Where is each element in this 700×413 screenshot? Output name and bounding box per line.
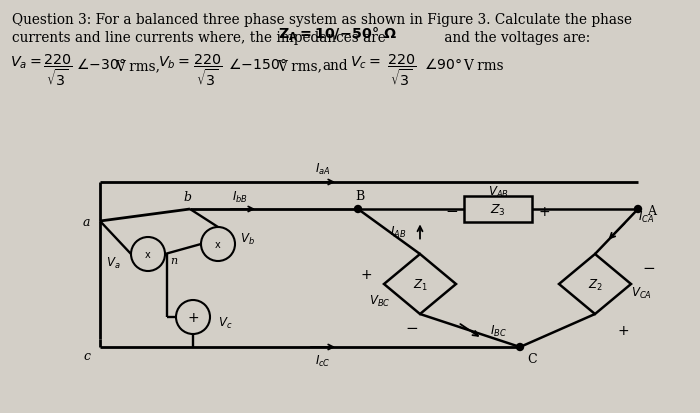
Text: b: b (183, 191, 191, 204)
Text: V rms,: V rms, (277, 59, 322, 73)
Text: n: n (170, 255, 177, 266)
Text: $Z_1$: $Z_1$ (412, 277, 428, 292)
Text: $I_{aA}$: $I_{aA}$ (315, 161, 331, 176)
Text: $\mathbf{Z_A = 10/\!-\!50°\ \Omega}$: $\mathbf{Z_A = 10/\!-\!50°\ \Omega}$ (278, 26, 398, 43)
Text: C: C (527, 353, 537, 366)
Text: $\dfrac{220}{\sqrt{3}}$: $\dfrac{220}{\sqrt{3}}$ (193, 53, 222, 88)
Text: $V_a$: $V_a$ (106, 255, 120, 270)
Text: A: A (648, 205, 657, 218)
Text: $\angle{90°}$: $\angle{90°}$ (424, 57, 462, 72)
Text: currents and line currents where, the impedances are: currents and line currents where, the im… (12, 31, 390, 45)
Text: $I_{bB}$: $I_{bB}$ (232, 189, 248, 204)
Text: −: − (405, 321, 419, 336)
Text: −: − (643, 261, 655, 276)
Circle shape (517, 344, 524, 351)
Text: c: c (83, 349, 90, 362)
Text: $V_b =$: $V_b =$ (158, 55, 190, 71)
Text: +: + (360, 267, 372, 281)
Text: and: and (322, 59, 348, 73)
Text: V rms,: V rms, (115, 59, 160, 73)
Text: V rms: V rms (463, 59, 503, 73)
Text: $\dfrac{220}{\sqrt{3}}$: $\dfrac{220}{\sqrt{3}}$ (43, 53, 72, 88)
Text: x: x (145, 249, 151, 259)
Text: $Z_3$: $Z_3$ (490, 202, 506, 217)
Text: −: − (446, 204, 459, 219)
Circle shape (634, 206, 641, 213)
Text: $\angle{-150°}$: $\angle{-150°}$ (228, 57, 287, 72)
Text: a: a (83, 216, 90, 229)
Text: +: + (617, 323, 629, 337)
Text: $I_{CA}$: $I_{CA}$ (638, 209, 654, 225)
Text: B: B (356, 190, 365, 203)
Text: $\angle{-30°}$: $\angle{-30°}$ (76, 57, 126, 72)
Text: Question 3: For a balanced three phase system as shown in Figure 3. Calculate th: Question 3: For a balanced three phase s… (12, 13, 632, 27)
Text: $\dfrac{220}{\sqrt{3}}$: $\dfrac{220}{\sqrt{3}}$ (387, 53, 416, 88)
Bar (464, 197, 532, 223)
Text: +: + (538, 204, 550, 218)
Text: x: x (215, 240, 221, 249)
Text: $V_{CA}$: $V_{CA}$ (631, 285, 652, 300)
Text: $Z_2$: $Z_2$ (587, 277, 603, 292)
Text: +: + (187, 310, 199, 324)
Text: $I_{AB}$: $I_{AB}$ (390, 224, 406, 240)
Text: $V_c$: $V_c$ (218, 315, 232, 330)
Text: $V_b$: $V_b$ (239, 231, 254, 246)
Text: $V_{AB}$: $V_{AB}$ (488, 184, 508, 199)
Text: $V_c =$: $V_c =$ (350, 55, 381, 71)
Text: and the voltages are:: and the voltages are: (440, 31, 590, 45)
Text: $I_{cC}$: $I_{cC}$ (315, 353, 331, 368)
Text: $V_a =$: $V_a =$ (10, 55, 41, 71)
Text: $I_{BC}$: $I_{BC}$ (489, 323, 506, 338)
Text: $V_{BC}$: $V_{BC}$ (370, 293, 391, 308)
Circle shape (354, 206, 361, 213)
